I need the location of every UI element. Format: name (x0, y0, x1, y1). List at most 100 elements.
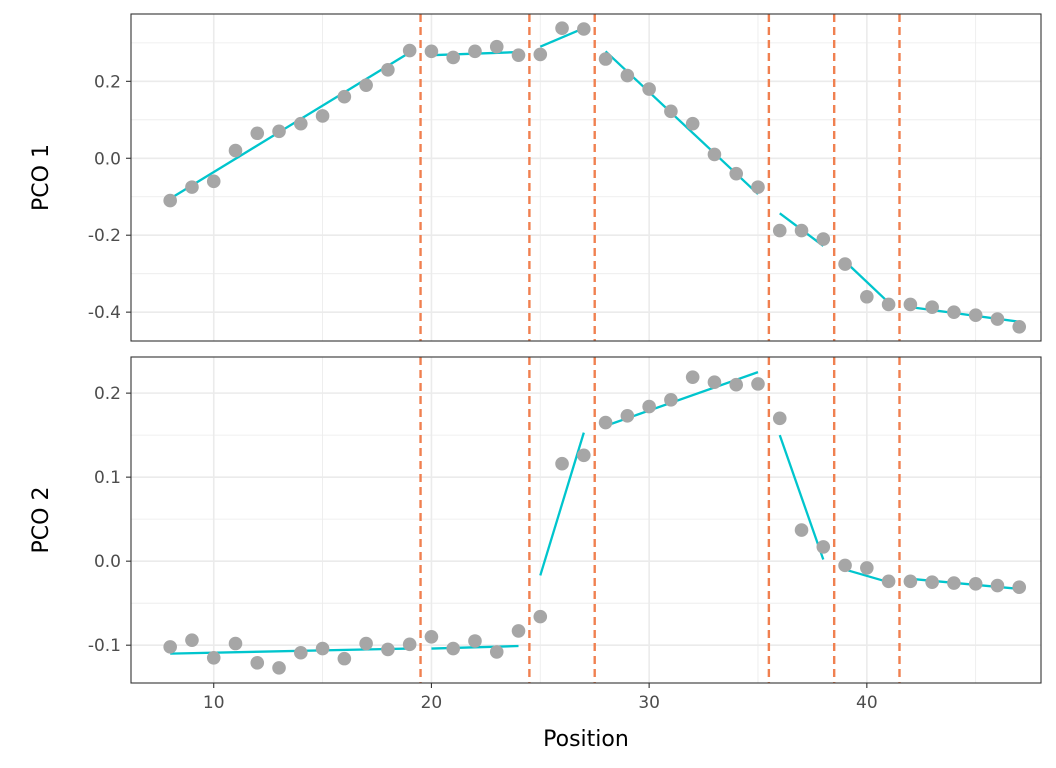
panel-pco-1-points (163, 21, 1027, 334)
data-point (881, 297, 896, 312)
data-point (555, 21, 569, 36)
data-point (947, 305, 961, 319)
fit-line-segment (844, 260, 890, 304)
x-tick-label: 10 (203, 693, 225, 713)
data-point (729, 377, 744, 392)
data-point (620, 409, 635, 423)
data-point (337, 651, 352, 666)
data-point (315, 109, 330, 123)
data-point (250, 126, 265, 141)
panel-pco-2-points (163, 370, 1027, 675)
panel-pco-1: -0.4 -0.2 0.0 0.2 PCO 1 (29, 13, 1042, 342)
data-point (881, 574, 896, 589)
data-point (598, 52, 613, 66)
data-point (315, 641, 330, 656)
data-point (424, 629, 439, 644)
y-tick-label: -0.2 (88, 226, 121, 246)
panel-pco-2-y-axis-title: PCO 2 (29, 487, 54, 554)
data-point (838, 558, 852, 573)
data-point (598, 415, 613, 430)
panel-pco-2-y-axis: -0.1 0.0 0.1 0.2 (88, 384, 131, 656)
data-point (903, 297, 918, 312)
data-point (206, 650, 221, 665)
data-point (446, 50, 461, 65)
panel-pco-1-breakpoint-lines (419, 14, 901, 341)
data-point (577, 22, 591, 36)
fit-line-segment (169, 51, 411, 200)
data-point (903, 574, 918, 589)
y-tick-label: 0.2 (94, 384, 121, 404)
data-point (185, 633, 199, 647)
panel-pco-2-gridlines (131, 357, 1041, 683)
data-point (446, 641, 461, 656)
data-point (272, 661, 286, 675)
y-tick-label: 0.2 (94, 72, 121, 92)
data-point (968, 308, 983, 323)
data-point (947, 576, 961, 590)
data-point (772, 223, 787, 238)
y-tick-label: 0.0 (94, 552, 121, 572)
panel-pco-1-y-axis: -0.4 -0.2 0.0 0.2 (88, 72, 131, 323)
data-point (642, 399, 656, 414)
panel-pco-2-border (130, 356, 1042, 684)
data-point (381, 642, 395, 657)
data-point (925, 575, 939, 589)
data-point (1012, 580, 1027, 595)
data-point (968, 577, 983, 591)
data-point (337, 89, 352, 104)
data-point (163, 640, 177, 654)
panel-pco-2-breakpoint-lines (419, 357, 901, 683)
y-tick-label: 0.0 (94, 149, 121, 169)
data-point (620, 68, 635, 83)
data-point (468, 634, 482, 648)
panel-pco-1-border (130, 13, 1042, 342)
data-point (794, 523, 809, 537)
data-point (381, 62, 395, 77)
data-point (272, 124, 286, 139)
data-point (250, 656, 265, 670)
x-tick-label: 30 (638, 693, 660, 713)
data-point (555, 456, 569, 471)
data-point (685, 116, 700, 131)
data-point (838, 257, 852, 271)
y-tick-label: 0.1 (94, 468, 121, 488)
data-point (185, 180, 199, 194)
data-point (359, 78, 373, 92)
x-tick-label: 20 (421, 693, 443, 713)
data-point (664, 104, 678, 119)
fit-line-segment (539, 432, 585, 576)
data-point (642, 82, 656, 96)
data-point (751, 377, 765, 391)
data-point (163, 193, 177, 208)
data-point (816, 540, 831, 554)
data-point (1012, 319, 1027, 334)
panel-pco-2: -0.1 0.0 0.1 0.2 PCO 2 (29, 356, 1042, 684)
y-tick-label: -0.4 (88, 303, 121, 323)
data-point (685, 370, 700, 384)
data-point (707, 375, 722, 390)
data-point (228, 143, 243, 158)
data-point (489, 645, 504, 659)
data-point (468, 44, 482, 59)
data-point (729, 166, 744, 181)
fit-line-segment (778, 434, 825, 560)
data-point (751, 180, 765, 194)
data-point (206, 174, 221, 189)
data-point (990, 578, 1005, 593)
data-point (816, 232, 831, 246)
data-point (664, 393, 678, 407)
fit-line-segment (539, 27, 585, 48)
data-point (577, 448, 591, 463)
data-point (772, 411, 787, 426)
data-point (860, 289, 874, 304)
data-point (359, 636, 373, 651)
data-point (533, 47, 548, 62)
data-point (707, 147, 722, 162)
x-axis-title: Position (543, 727, 629, 752)
data-point (402, 637, 417, 652)
data-point (489, 39, 504, 54)
data-point (533, 609, 548, 624)
panel-pco-1-gridlines (131, 14, 1041, 341)
